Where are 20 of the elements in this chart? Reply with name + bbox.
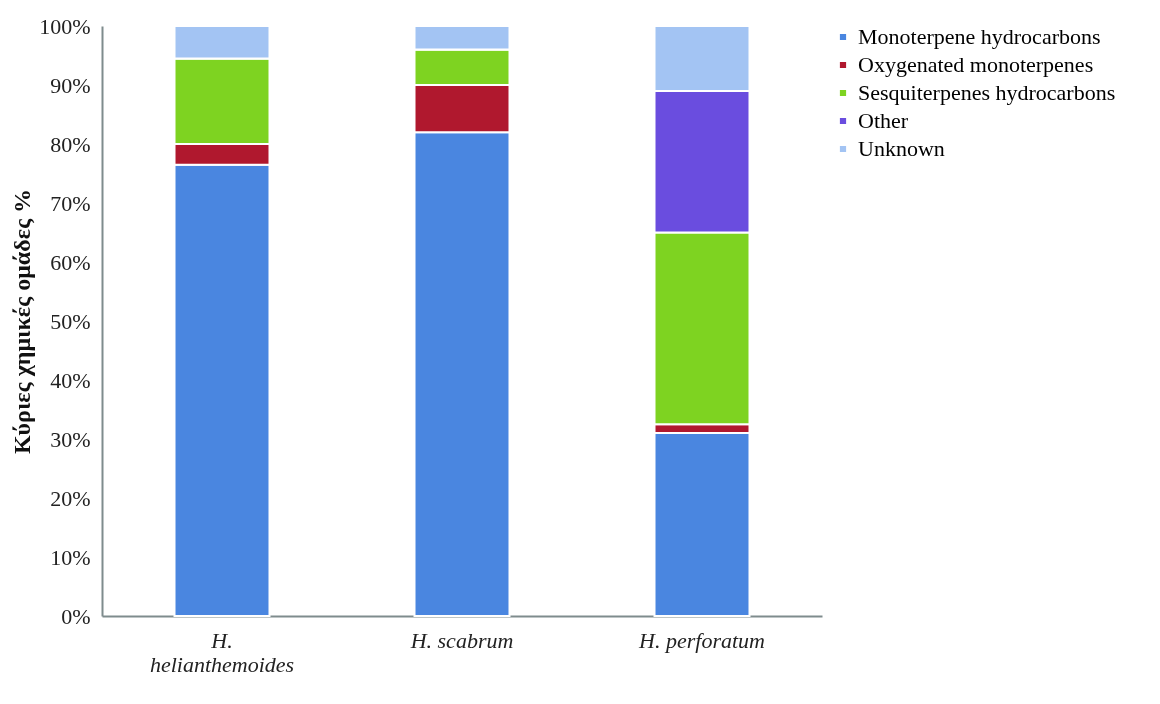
y-tick-label: 100% [39, 13, 91, 39]
legend-label: Oxygenated monoterpenes [858, 52, 1094, 77]
y-tick-label: 80% [50, 131, 91, 157]
y-tick-label: 70% [50, 190, 91, 216]
legend-label: Sesquiterpenes hydrocarbons [858, 80, 1116, 105]
legend-label: Unknown [858, 136, 945, 161]
x-tick-label: H. helianthemoides [149, 627, 295, 677]
legend-label: Other [858, 108, 909, 133]
y-tick-label: 40% [50, 367, 91, 393]
y-axis-title: Κύριες χημικές ομάδες % [9, 188, 36, 455]
x-tick-label: H. perforatum [638, 627, 765, 653]
y-tick-label: 90% [50, 72, 91, 98]
y-tick-label: 50% [50, 308, 91, 334]
x-tick-label: H. scabrum [409, 627, 514, 653]
y-tick-label: 0% [61, 603, 91, 629]
y-tick-label: 60% [50, 249, 91, 275]
legend-label: Monoterpene hydrocarbons [858, 24, 1101, 49]
y-tick-label: 30% [50, 426, 91, 452]
y-tick-label: 20% [50, 485, 91, 511]
y-tick-label: 10% [50, 544, 91, 570]
